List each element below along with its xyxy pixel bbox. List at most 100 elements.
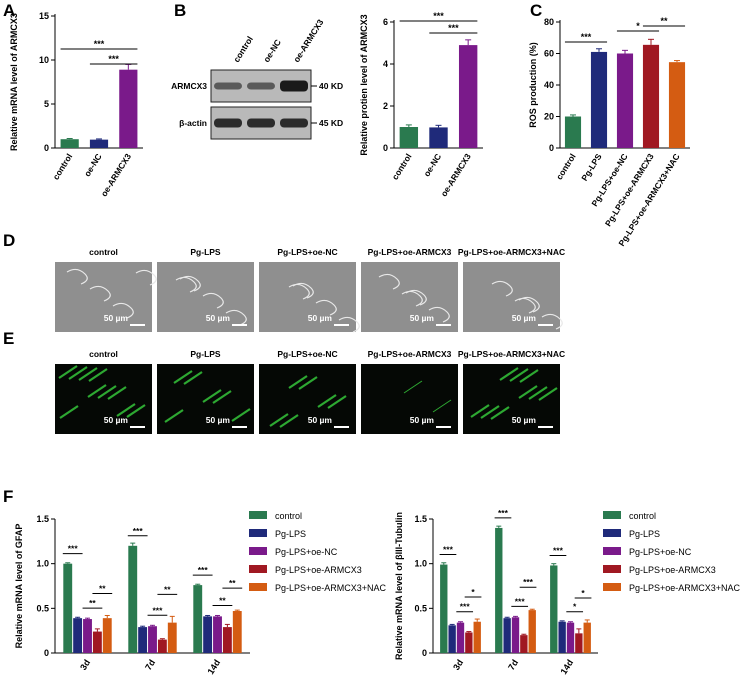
legend-label: Pg-LPS+oe-ARMCX3+NAC <box>275 583 387 593</box>
bar <box>458 45 478 148</box>
cell-outline <box>315 299 337 316</box>
fluorescent-fiber <box>183 371 203 385</box>
fluorescent-fiber <box>432 399 452 413</box>
bar <box>89 139 109 148</box>
significance-label: ** <box>660 16 668 26</box>
fluorescent-fiber <box>202 389 222 403</box>
fluorescent-fiber <box>269 413 289 427</box>
scale-bar-label: 50 µm <box>308 415 333 425</box>
blot-band <box>214 82 242 90</box>
scale-bar-label: 50 µm <box>206 415 231 425</box>
bar <box>148 626 157 653</box>
bar <box>213 616 222 653</box>
significance-label: *** <box>448 23 459 33</box>
cell-outline <box>66 268 88 285</box>
bar <box>232 611 242 653</box>
y-tick-label: 1.0 <box>36 559 49 569</box>
significance-label: *** <box>523 577 534 587</box>
cell-outline <box>541 313 563 330</box>
x-tick-label: Pg-LPS+oe-ARMCX3 <box>603 152 656 229</box>
fluorescent-fiber <box>403 380 423 394</box>
x-tick-label: oe-ARMCX3 <box>99 152 133 199</box>
bar <box>448 625 456 653</box>
fluorescent-fiber <box>68 366 88 380</box>
panel-letter-c: C <box>530 1 542 20</box>
fluorescent-fiber <box>298 376 318 390</box>
bar <box>564 116 582 148</box>
cell-outline <box>179 275 201 292</box>
significance-label: *** <box>581 32 592 42</box>
y-tick-label: 0 <box>44 648 49 658</box>
blot-band <box>214 118 242 128</box>
image-column-label: control <box>89 349 118 359</box>
legend-label: Pg-LPS+oe-NC <box>275 547 338 557</box>
bar <box>193 585 203 653</box>
y-tick-label: 15 <box>39 11 49 21</box>
legend-label: Pg-LPS+oe-ARMCX3 <box>275 565 362 575</box>
scale-bar-label: 50 µm <box>512 313 537 323</box>
bar <box>583 622 591 653</box>
cell-outline <box>112 302 134 319</box>
bar <box>503 618 511 653</box>
significance-label: *** <box>515 596 526 606</box>
bar <box>119 69 138 148</box>
legend-label: Pg-LPS <box>275 529 306 539</box>
blot-size-label: 45 KD <box>319 118 343 128</box>
fluorescent-fiber <box>317 394 337 408</box>
y-tick-label: 0.5 <box>36 603 49 613</box>
significance-label: ** <box>219 595 226 605</box>
legend-swatch <box>249 583 267 591</box>
y-tick-label: 0 <box>44 143 49 153</box>
micrograph <box>463 262 560 332</box>
y-tick-label: 60 <box>544 49 554 59</box>
bar <box>642 44 660 148</box>
y-tick-label: 2 <box>383 101 388 111</box>
bar <box>222 627 232 653</box>
bar <box>102 618 112 653</box>
fluorescent-fiber <box>509 368 529 382</box>
y-tick-label: 0 <box>383 143 388 153</box>
fluorescent-fiber <box>212 390 232 404</box>
fluorescent-fiber <box>288 375 308 389</box>
legend-swatch <box>603 565 621 573</box>
bar <box>520 635 528 653</box>
y-tick-label: 5 <box>44 99 49 109</box>
bar <box>528 610 536 653</box>
y-tick-label: 1.5 <box>36 514 49 524</box>
fluorescence-image <box>361 364 458 434</box>
y-axis-label: Relative mRNA level of GFAP <box>14 524 24 649</box>
x-tick-label: 14d <box>558 658 575 676</box>
significance-label: *** <box>443 545 454 555</box>
fluorescent-fiber <box>279 414 299 428</box>
image-column-label: Pg-LPS+oe-NC <box>277 349 337 359</box>
blot-band <box>247 118 275 128</box>
bar <box>440 564 448 653</box>
fluorescent-fiber <box>327 395 347 409</box>
legend-label: Pg-LPS <box>629 529 660 539</box>
significance-label: *** <box>133 526 144 536</box>
scale-bar-label: 50 µm <box>512 415 537 425</box>
bar <box>92 631 102 653</box>
image-column-label: control <box>89 247 118 257</box>
y-tick-label: 1.0 <box>414 559 427 569</box>
significance-label: *** <box>553 545 564 555</box>
cell-outline <box>225 309 247 326</box>
blot-row-label: β-actin <box>179 118 207 128</box>
bar <box>138 627 148 653</box>
fluorescent-fiber <box>116 403 136 417</box>
significance-label: ** <box>164 584 171 594</box>
image-column-label: Pg-LPS+oe-ARMCX3+NAC <box>458 349 565 359</box>
x-tick-label: 7d <box>506 658 520 672</box>
fluorescent-fiber <box>164 409 184 423</box>
y-tick-label: 0 <box>422 648 427 658</box>
x-tick-label: 3d <box>451 658 465 672</box>
significance-label: *** <box>94 39 105 49</box>
blot-lane-label: oe-NC <box>261 38 283 65</box>
legend-swatch <box>249 547 267 555</box>
bar <box>558 621 566 653</box>
micrograph <box>157 262 254 332</box>
legend-swatch <box>249 565 267 573</box>
cell-outline <box>288 283 310 300</box>
fluorescent-fiber <box>518 385 538 399</box>
